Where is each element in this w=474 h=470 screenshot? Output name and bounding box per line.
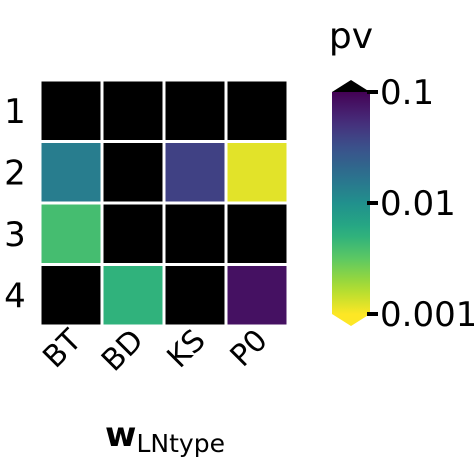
- heatmap-cell-4-BT: [38, 263, 104, 328]
- heatmap-cell-4-P0: [224, 263, 290, 328]
- heatmap-cell-1-KS: [162, 78, 228, 143]
- heatmap-cell-3-P0: [224, 201, 290, 266]
- colorbar-gradient: [332, 92, 370, 314]
- heatmap-cell-4-KS: [162, 263, 228, 328]
- x-tick-label: KS: [161, 323, 213, 375]
- heatmap-cells: [38, 78, 290, 328]
- y-tick-label: 2: [4, 153, 26, 193]
- colorbar-tick-label: 0.01: [380, 184, 456, 224]
- heatmap-cell-1-BD: [100, 78, 166, 143]
- heatmap-cell-2-KS: [162, 140, 228, 205]
- x-tick-labels: BT BD KS P0: [36, 322, 274, 378]
- colorbar-extend-over: [332, 80, 370, 92]
- colorbar-extend-under: [332, 314, 370, 326]
- heatmap-cell-2-P0: [224, 140, 290, 205]
- heatmap-cell-2-BD: [100, 140, 166, 205]
- colorbar-tick-label: 0.1: [380, 73, 434, 113]
- x-axis-label-main: w: [105, 415, 136, 455]
- y-tick-label: 3: [4, 215, 26, 255]
- colorbar-tick-label: 0.001: [380, 295, 474, 335]
- x-axis-label: wLNtype: [105, 415, 225, 458]
- x-tick-label: P0: [224, 323, 275, 374]
- heatmap-cell-3-BT: [38, 201, 104, 266]
- x-axis-label-subscript: LNtype: [136, 429, 224, 458]
- heatmap-cell-4-BD: [100, 263, 166, 328]
- y-tick-label: 4: [4, 276, 26, 316]
- heatmap-cell-3-BD: [100, 201, 166, 266]
- colorbar-label: pv: [329, 16, 373, 57]
- heatmap-cell-2-BT: [38, 140, 104, 205]
- y-tick-label: 1: [4, 92, 26, 132]
- heatmap-cell-1-P0: [224, 78, 290, 143]
- x-tick-label: BD: [95, 323, 151, 379]
- heatmap-cell-3-KS: [162, 201, 228, 266]
- colorbar: 0.1 0.01 0.001: [332, 73, 474, 335]
- y-tick-labels: 1 2 3 4: [4, 92, 26, 317]
- x-tick-label: BT: [36, 322, 89, 375]
- heatmap-cell-1-BT: [38, 78, 104, 143]
